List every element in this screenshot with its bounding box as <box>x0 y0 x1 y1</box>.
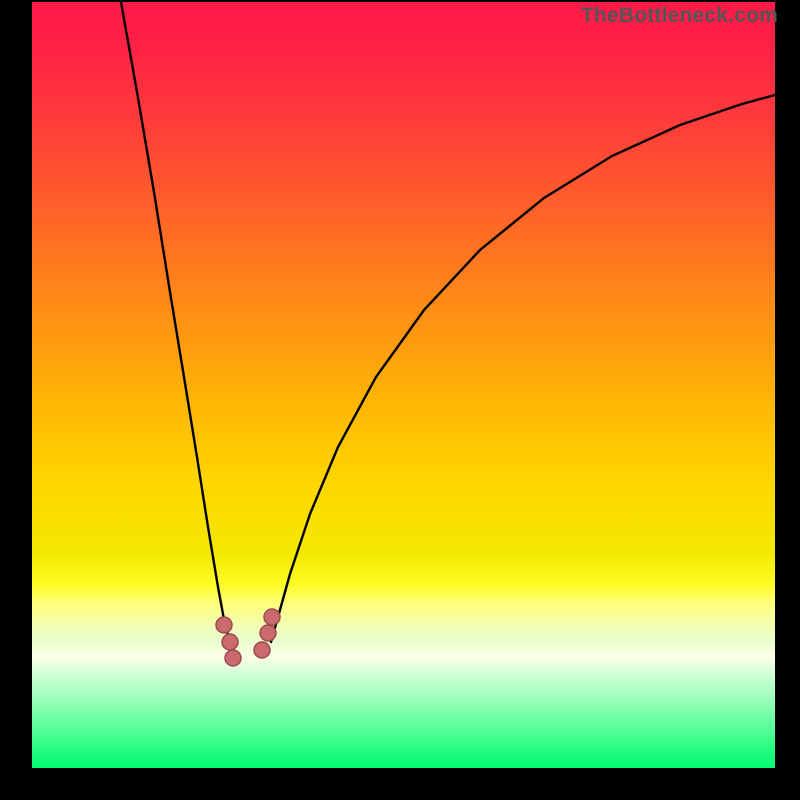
valley-marker <box>225 650 241 666</box>
right-curve <box>271 95 775 642</box>
left-curve <box>121 2 230 642</box>
valley-marker <box>264 609 280 625</box>
chart-frame: TheBottleneck.com <box>0 0 800 800</box>
curve-layer <box>32 2 775 768</box>
plot-area <box>32 2 775 768</box>
valley-marker <box>216 617 232 633</box>
valley-marker <box>254 642 270 658</box>
valley-marker <box>260 625 276 641</box>
watermark-text: TheBottleneck.com <box>581 4 778 28</box>
valley-marker <box>222 634 238 650</box>
